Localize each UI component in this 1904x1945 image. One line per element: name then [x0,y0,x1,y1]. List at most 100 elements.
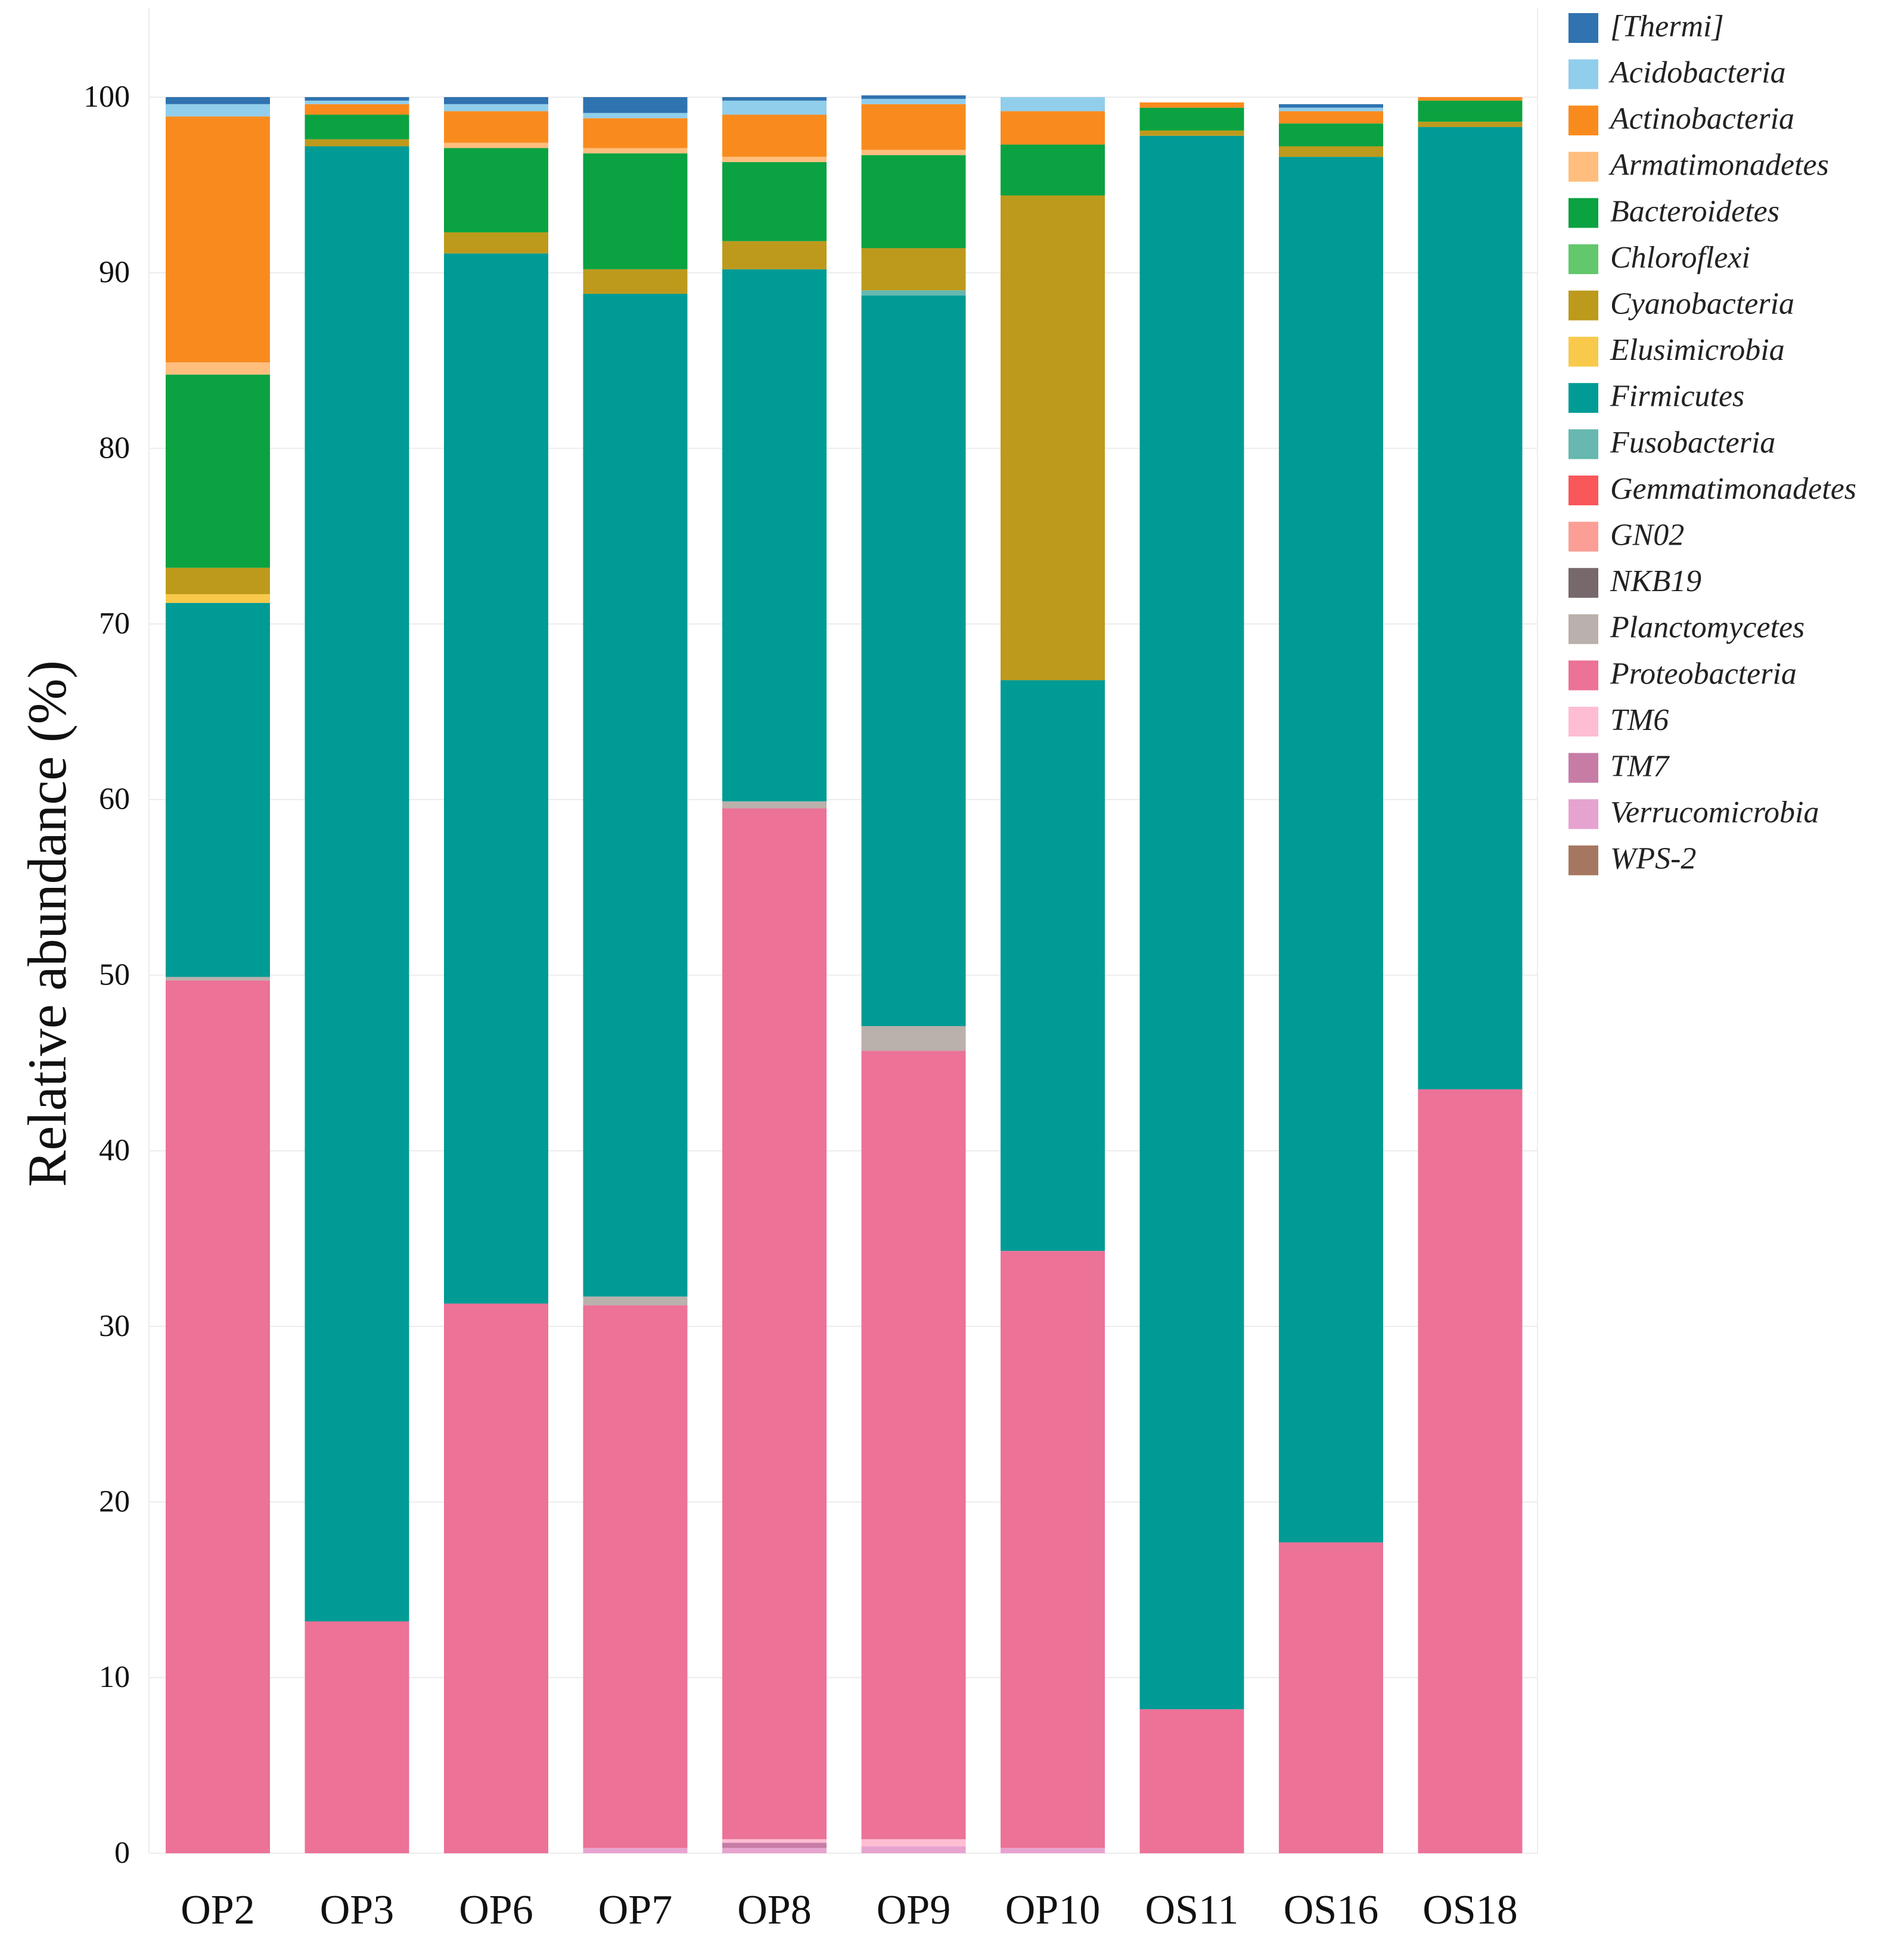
bar-segment-os11-bacteroidetes [1139,107,1244,131]
bar-segment-op8-planctomycetes [722,801,827,809]
bar-segment-op9-actinobacteria [861,104,966,150]
bar-segment-op8-actinobacteria [722,114,827,157]
legend-swatch [1568,660,1598,691]
y-tick-label: 40 [99,1133,130,1167]
bar-segment-os11-actinobacteria [1139,102,1244,108]
bar-segment-op8-acidobacteria [722,100,827,115]
legend-swatch [1568,614,1598,644]
bar-segment-op8-tm6 [722,1839,827,1843]
bar-segment-op6-acidobacteria [444,104,548,111]
bar-segment-op8-armatimonadetes [722,157,827,163]
y-tick-label: 80 [99,431,130,465]
bar-segment-op8-bacteroidetes [722,162,827,241]
x-tick-label: OS16 [1284,1887,1378,1933]
bar-segment-os16-thermi [1279,104,1383,108]
bar-segment-op8-tm7 [722,1843,827,1848]
legend-label: Acidobacteria [1608,56,1786,90]
bar-segment-op9-verrucomicrobia [861,1846,966,1853]
legend-label: Actinobacteria [1608,102,1794,136]
x-tick-label: OS18 [1422,1887,1517,1933]
legend-label: Verrucomicrobia [1610,796,1819,829]
legend-swatch [1568,845,1598,875]
legend-label: TM6 [1610,703,1669,737]
bar-segment-op6-actinobacteria [444,111,548,143]
bar-segment-op7-bacteroidetes [583,153,688,269]
y-tick-label: 70 [99,607,130,641]
y-tick-label: 60 [99,782,130,816]
x-tick-label: OP7 [598,1887,672,1933]
bar-segment-op2-acidobacteria [166,104,270,117]
legend-swatch [1568,13,1598,43]
bar-segment-op7-actinobacteria [583,118,688,148]
bar-segment-os16-acidobacteria [1279,107,1383,111]
x-tick-label: OP2 [181,1887,254,1933]
bar-segment-op6-cyanobacteria [444,232,548,254]
bar-segment-op10-verrucomicrobia [1001,1848,1105,1853]
legend-swatch [1568,290,1598,321]
bar-segment-op6-armatimonadetes [444,142,548,148]
legend-swatch [1568,151,1598,182]
bar-segment-op2-cyanobacteria [166,567,270,595]
bar-segment-op3-actinobacteria [305,104,409,115]
y-tick-label: 20 [99,1485,130,1519]
bar-segment-op3-bacteroidetes [305,114,409,139]
bar-segment-os16-bacteroidetes [1279,123,1383,147]
y-tick-label: 0 [114,1836,130,1870]
legend-swatch [1568,476,1598,505]
bar-segment-os11-cyanobacteria [1139,130,1244,136]
bar-segment-op2-elusimicrobia [166,594,270,603]
legend-label: Planctomycetes [1610,611,1804,645]
legend-label: Firmicutes [1610,380,1744,414]
bar-segment-os18-proteobacteria [1418,1089,1523,1853]
legend-swatch [1568,59,1598,89]
bar-segment-op8-proteobacteria [722,808,827,1840]
bar-segment-op8-thermi [722,97,827,101]
legend-label: [Thermi] [1610,10,1724,44]
bar-segment-op10-proteobacteria [1001,1251,1105,1848]
bar-segment-op2-firmicutes [166,602,270,977]
x-tick-label: OP10 [1005,1887,1100,1933]
x-tick-label: OP8 [737,1887,811,1933]
y-tick-label: 30 [99,1309,130,1343]
bar-segment-op3-firmicutes [305,146,409,1621]
bar-segment-op2-proteobacteria [166,980,270,1853]
legend-swatch [1568,707,1598,737]
bar-segment-op6-firmicutes [444,253,548,1304]
bar-segment-op8-cyanobacteria [722,241,827,269]
legend-label: TM7 [1610,750,1670,784]
legend-label: Cyanobacteria [1610,287,1794,321]
y-tick-label: 90 [99,256,130,290]
bar-segment-op2-armatimonadetes [166,362,270,375]
bar-segment-os11-firmicutes [1139,135,1244,1710]
legend-label: Elusimicrobia [1610,333,1785,367]
bar-segment-op10-actinobacteria [1001,111,1105,145]
bar-segment-op7-proteobacteria [583,1305,688,1848]
bar-segment-op3-thermi [305,97,409,101]
bar-segment-op9-proteobacteria [861,1051,966,1840]
bar-segment-os16-actinobacteria [1279,111,1383,124]
bar-segment-op9-bacteroidetes [861,155,966,248]
bar-segment-op9-cyanobacteria [861,248,966,291]
bar-segment-op10-firmicutes [1001,680,1105,1251]
x-tick-label: OP3 [320,1887,394,1933]
legend-swatch [1568,383,1598,413]
bar-segment-op9-armatimonadetes [861,150,966,156]
bar-segment-op6-thermi [444,97,548,104]
x-tick-label: OP9 [877,1887,951,1933]
legend-swatch [1568,568,1598,598]
bar-segment-op2-bacteroidetes [166,374,270,568]
bar-segment-op9-tm6 [861,1839,966,1847]
legend-label: Proteobacteria [1610,657,1797,691]
bar-segment-os18-bacteroidetes [1418,100,1523,122]
bar-segment-os16-cyanobacteria [1279,146,1383,157]
legend: [Thermi] Acidobacteria Actinobacteria Armat… [1568,10,1856,876]
y-axis-ticks: 0 10 20 30 40 50 60 70 80 90 100 [83,80,130,1870]
legend-swatch [1568,799,1598,829]
bar-segment-op9-acidobacteria [861,98,966,104]
legend-swatch [1568,429,1598,459]
bar-segment-op8-firmicutes [722,269,827,801]
bar-segment-os16-proteobacteria [1279,1542,1383,1853]
bar-segment-op6-proteobacteria [444,1303,548,1853]
